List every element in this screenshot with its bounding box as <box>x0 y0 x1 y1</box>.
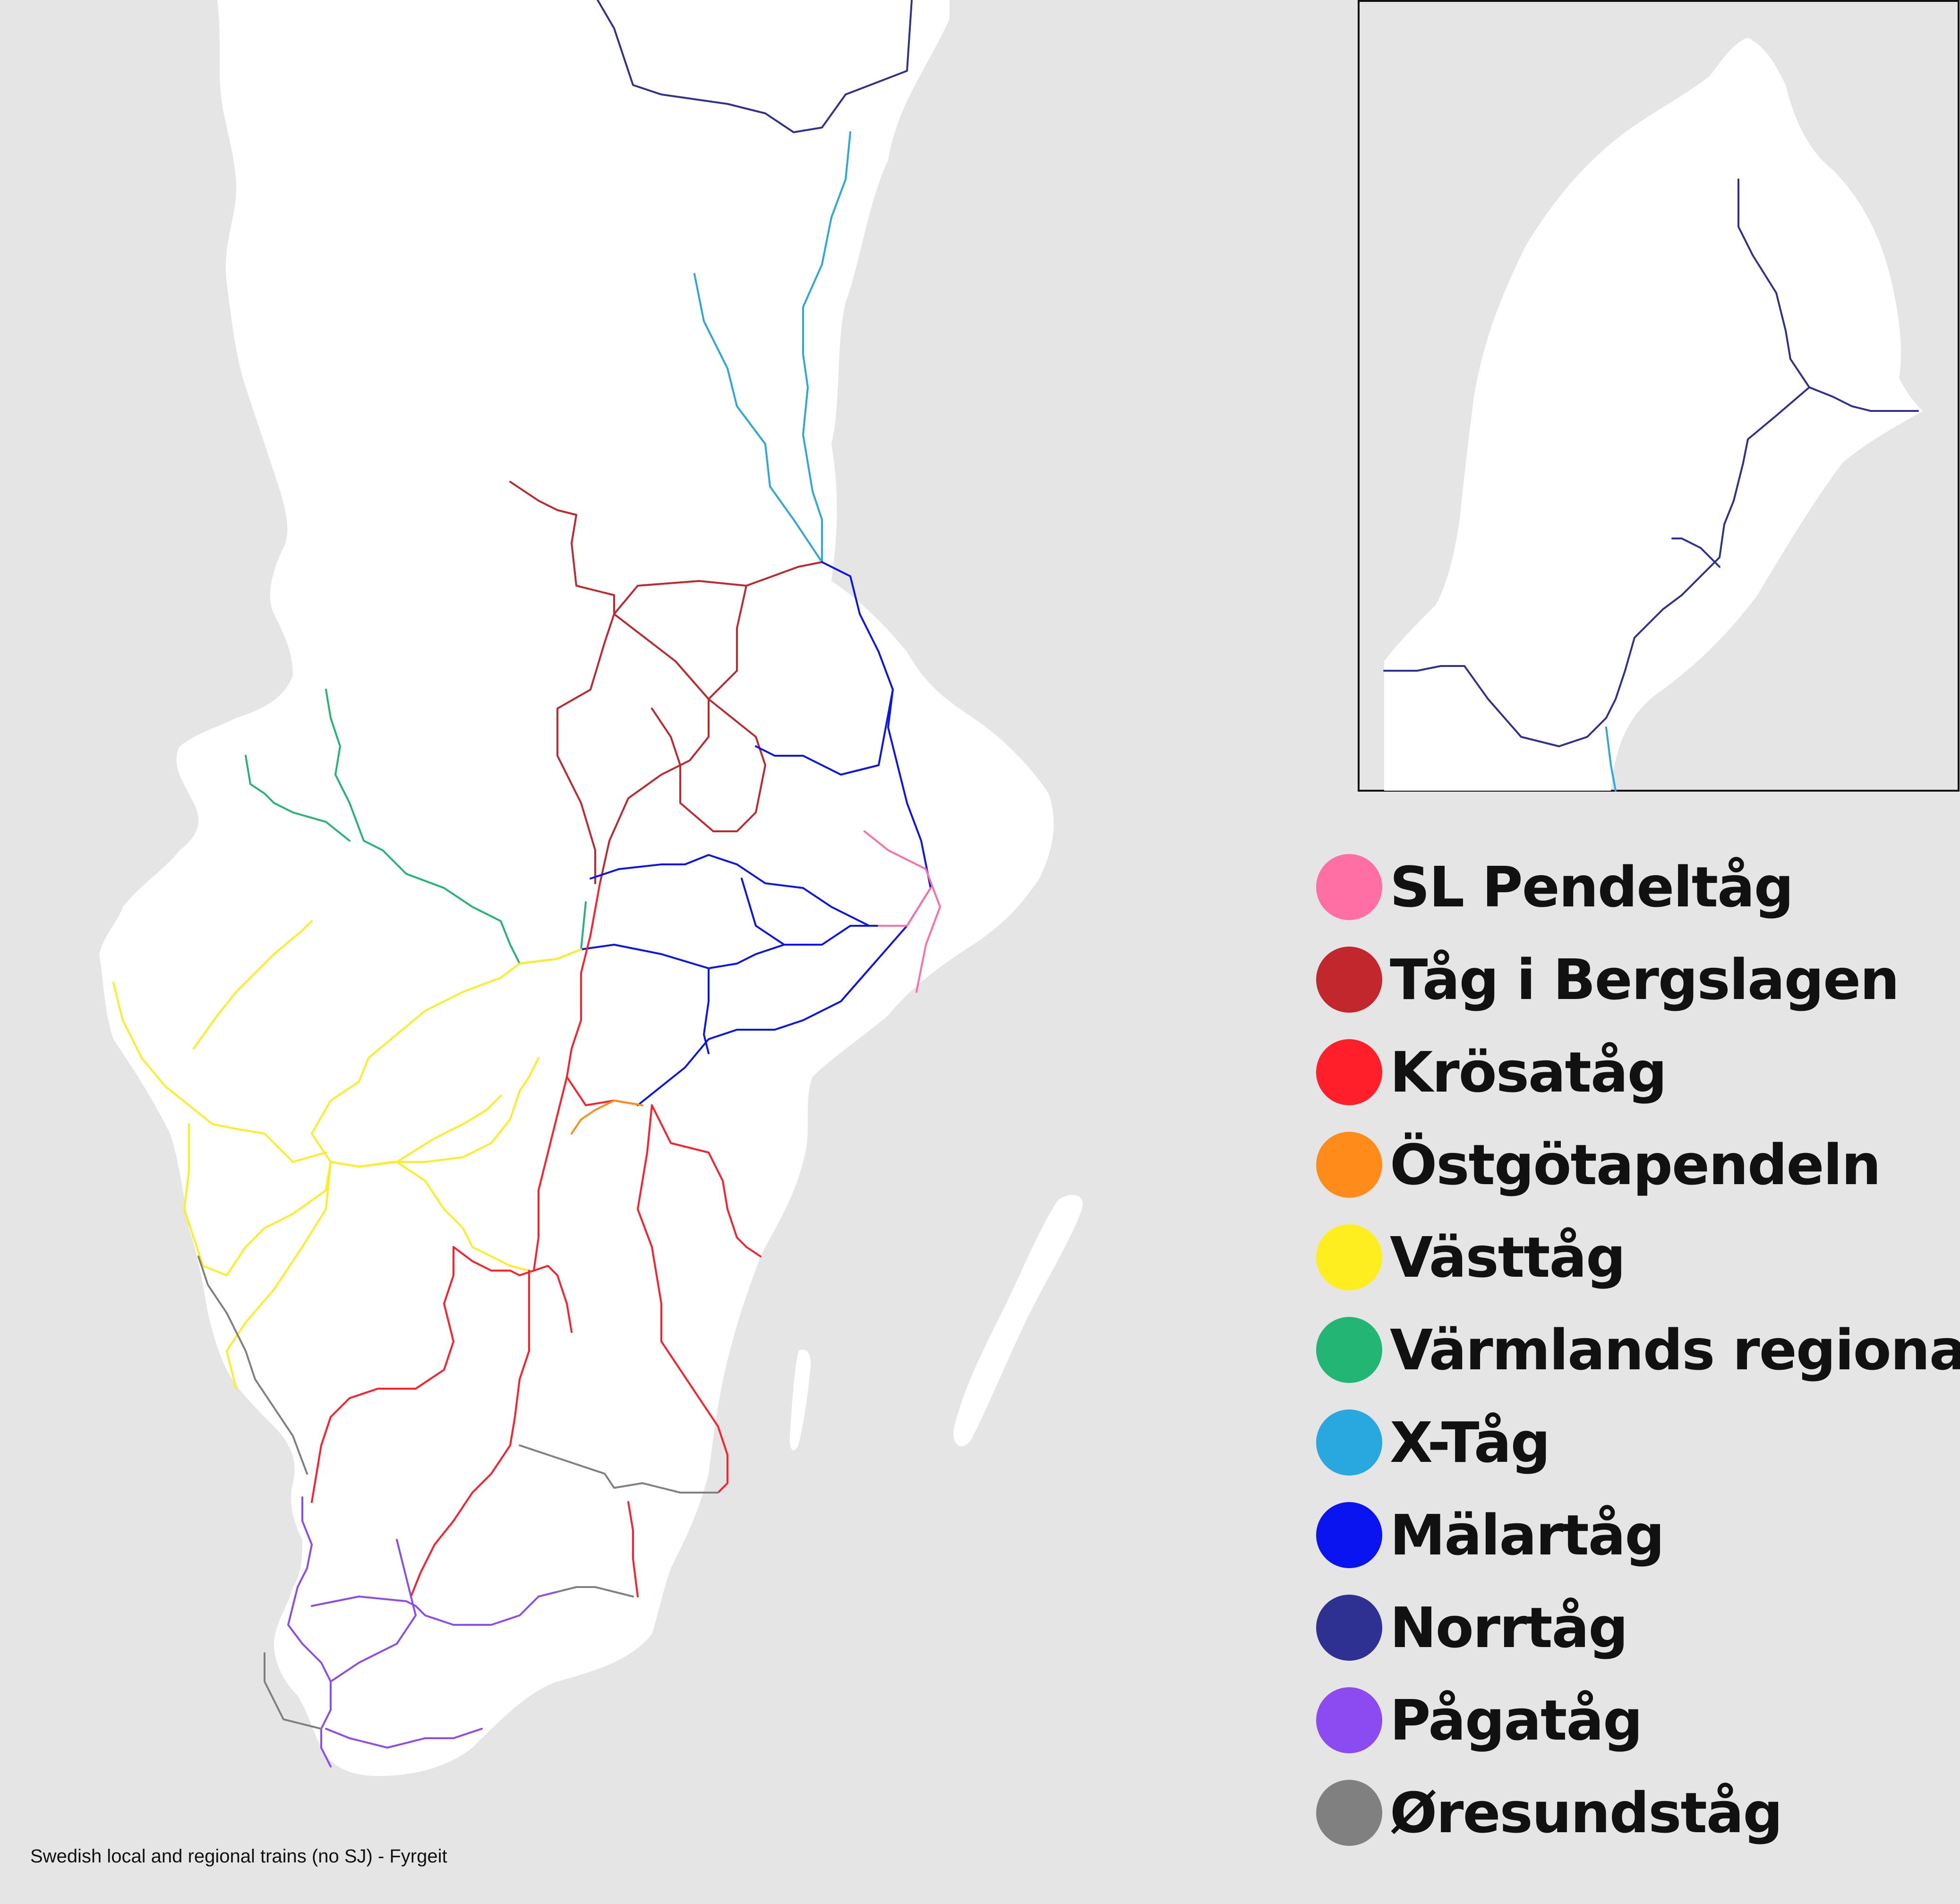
rail-ostgota-main <box>571 1100 643 1135</box>
rail-malartag-link <box>703 967 710 1054</box>
rail-vasttag-link <box>330 1161 530 1272</box>
rail-oresund-sw <box>264 1652 322 1730</box>
legend-label: Västtåg <box>1390 1225 1626 1290</box>
rail-varmland-west <box>245 755 351 842</box>
rail-vasttag-south <box>226 1161 332 1390</box>
legend-label: Norrtåg <box>1390 1595 1628 1660</box>
swatch-circle-icon <box>1316 1409 1382 1476</box>
rail-pagatag-south <box>325 1728 483 1749</box>
map-credit: Swedish local and regional trains (no SJ… <box>30 1846 447 1867</box>
rail-oresund-east <box>519 1444 719 1494</box>
rail-network <box>112 0 941 1767</box>
rail-bergslagen-mid <box>599 613 710 884</box>
rail-sl-south <box>878 887 932 927</box>
swatch-circle-icon <box>1316 1132 1382 1198</box>
rail-pagatag-mid <box>311 1591 558 1626</box>
rail-bergslagen-west <box>556 613 615 884</box>
legend-item-malartag: Mälartåg <box>1316 1489 1949 1581</box>
rail-krosatag-west <box>311 1246 454 1503</box>
rail-krosatag-n2 <box>566 882 643 1106</box>
rail-malartag-north <box>755 689 894 776</box>
legend-label: Östgötapendeln <box>1390 1132 1881 1197</box>
rail-sl-north <box>864 830 941 993</box>
land-oland <box>953 1195 1083 1446</box>
legend-item-varmlands-regionaltag: Värmlands regionaltåg <box>1316 1304 1960 1396</box>
legend-item-pagatag: Pågatåg <box>1316 1674 1949 1767</box>
rail-oresund-se <box>556 1586 634 1597</box>
legend-label: X-Tåg <box>1390 1410 1550 1475</box>
legend-item-oresundstag: Øresundståg <box>1316 1767 1949 1859</box>
rail-krosatag-south <box>627 1501 639 1597</box>
land-small-island <box>789 1349 811 1451</box>
rail-krosatag-main <box>410 1270 530 1597</box>
rail-xtag-east <box>802 131 851 563</box>
swatch-circle-icon <box>1316 1687 1382 1753</box>
rail-vasttag-sw <box>183 1123 332 1276</box>
swatch-circle-icon <box>1316 1039 1382 1105</box>
legend-item-vasttag: Västtåg <box>1316 1211 1949 1304</box>
legend-label: Mälartåg <box>1390 1503 1665 1568</box>
legend-item-ostgotapendeln: Östgötapendeln <box>1316 1118 1949 1211</box>
legend-item-tag-i-bergslagen: Tåg i Bergslagen <box>1316 933 1949 1026</box>
inset-rail-network <box>1383 179 1919 792</box>
rail-krosatag-spur <box>519 1265 573 1333</box>
legend-item-x-tag: X-Tåg <box>1316 1396 1949 1489</box>
legend-label: Krösatåg <box>1390 1040 1667 1105</box>
rail-malartag-south <box>580 925 870 969</box>
rail-krosatag-link <box>453 1246 521 1276</box>
rail-vasttag-ne2 <box>396 1095 502 1163</box>
rail-bergslagen-east <box>708 585 747 700</box>
legend-label: SL Pendeltåg <box>1390 854 1794 920</box>
legend-label: Värmlands regionaltåg <box>1390 1317 1960 1383</box>
legend-item-norrtag: Norrtåg <box>1316 1581 1949 1674</box>
rail-malartag-branch <box>741 878 785 946</box>
inset-rail-xtag <box>1605 726 1617 792</box>
legend-label: Pågatåg <box>1390 1688 1643 1753</box>
swatch-circle-icon <box>1316 1317 1382 1383</box>
rail-xtag-west <box>693 273 823 563</box>
legend-label: Øresundståg <box>1390 1780 1783 1845</box>
rail-vasttag-east <box>311 948 582 1168</box>
legend-item-krosatag: Krösatåg <box>1316 1026 1949 1118</box>
swatch-circle-icon <box>1316 854 1382 920</box>
rail-krosatag-north <box>533 1076 568 1272</box>
inset-rail-norrtag-north <box>1737 179 1919 412</box>
rail-vasttag-ne <box>193 920 313 1050</box>
rail-malartag-mid <box>590 854 908 927</box>
rail-pagatag-west <box>287 1496 332 1767</box>
inset-rail-norrtag-branch <box>1671 538 1720 568</box>
rail-bergslagen-loop <box>651 698 766 832</box>
swatch-circle-icon <box>1316 1502 1382 1568</box>
swatch-circle-icon <box>1316 1595 1382 1661</box>
inset-land <box>1384 38 1923 791</box>
rail-krosatag-east <box>637 1104 728 1494</box>
swatch-circle-icon <box>1316 1224 1382 1290</box>
swatch-circle-icon <box>1316 1780 1382 1846</box>
swatch-circle-icon <box>1316 947 1382 1013</box>
inset-rail-norrtag-main <box>1383 386 1810 747</box>
land-southern-sweden <box>99 0 1054 1776</box>
legend: SL Pendeltåg Tåg i Bergslagen Krösatåg Ö… <box>1316 841 1960 1859</box>
legend-item-sl-pendeltag: SL Pendeltåg <box>1316 841 1949 933</box>
rail-pagatag-nw <box>330 1539 417 1682</box>
legend-label: Tåg i Bergslagen <box>1390 947 1900 1012</box>
rail-vasttag-north <box>112 982 327 1163</box>
rail-norrtag-main <box>597 0 913 133</box>
rail-oresund-west <box>197 1255 308 1475</box>
rail-krosatag-ne <box>651 1104 762 1257</box>
